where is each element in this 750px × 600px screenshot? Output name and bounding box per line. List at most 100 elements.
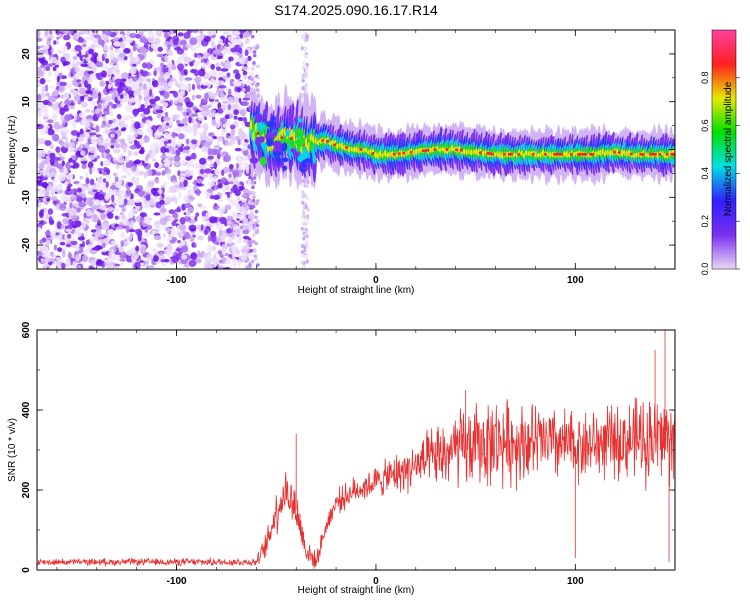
spectrogram-noise-cell — [81, 163, 87, 170]
spectrogram-noise-cell — [43, 176, 48, 181]
spectrogram-noise-cell — [218, 85, 227, 89]
spectrogram-noise-cell — [102, 45, 111, 52]
spectrogram-noise-cell — [44, 84, 49, 92]
spectrogram-noise-cell — [90, 100, 96, 106]
spectrogram-noise-cell — [165, 168, 172, 175]
spectrogram-noise-cell — [180, 240, 186, 247]
spectrogram-noise-cell — [40, 260, 46, 264]
spectrogram-noise-cell — [147, 37, 156, 44]
spectrogram-noise-cell — [226, 30, 231, 37]
spectrogram-noise-cell — [66, 185, 71, 192]
spectrogram-noise-cell — [145, 217, 149, 222]
spectrogram-noise-cell — [254, 201, 259, 206]
spectrogram-noise-cell — [39, 239, 44, 245]
spectrogram-noise-cell — [120, 94, 124, 99]
spectrogram-noise-cell — [109, 185, 117, 191]
spectrogram-noise-cell — [198, 224, 202, 232]
spectrogram-noise-cell — [38, 188, 47, 196]
spectrogram-noise-cell — [300, 226, 304, 231]
spectrogram-noise-cell — [51, 113, 59, 121]
spectrogram-noise-cell — [144, 135, 150, 143]
spectrogram-noise-cell — [173, 30, 177, 34]
spectrogram-noise-cell — [137, 130, 145, 136]
spectrogram-noise-cell — [125, 104, 134, 113]
spectrogram-noise-cell — [130, 119, 136, 124]
spectrogram-noise-cell — [121, 207, 127, 212]
spectrogram-noise-cell — [228, 164, 234, 170]
spectrogram-noise-cell — [77, 182, 84, 189]
spectrogram-noise-cell — [191, 113, 199, 117]
spectrogram-noise-cell — [146, 153, 150, 160]
spectrogram-noise-cell — [244, 49, 249, 57]
spectrogram-noise-cell — [71, 154, 77, 161]
spectrogram-noise-cell — [242, 147, 247, 151]
spectrogram-noise-cell — [132, 63, 136, 67]
spectrogram-noise-cell — [163, 105, 167, 112]
spectrogram-noise-cell — [162, 233, 166, 238]
spectrogram-noise-cell — [150, 187, 157, 195]
spectrogram-noise-cell — [201, 216, 208, 221]
spectrogram-noise-cell — [301, 190, 305, 195]
spectrogram-noise-cell — [234, 30, 240, 37]
spectrogram-noise-cell — [38, 137, 47, 145]
spectrogram-noise-cell — [197, 116, 206, 121]
spectrogram-noise-cell — [121, 72, 129, 80]
spectrogram-noise-cell — [245, 79, 252, 88]
spectrogram-noise-cell — [59, 208, 66, 212]
spectrogram-noise-cell — [229, 78, 235, 87]
spectrogram-noise-cell — [37, 82, 42, 87]
snr-ylabel: SNR (10 * v/v) — [7, 418, 18, 482]
spectrogram-noise-cell — [252, 176, 257, 180]
spectrogram-noise-cell — [45, 155, 50, 162]
spectrogram-noise-cell — [199, 30, 204, 34]
spectrogram-noise-cell — [101, 171, 107, 176]
spectrogram-noise-cell — [242, 66, 250, 71]
spectrogram-noise-cell — [305, 35, 309, 40]
spectrogram-noise-cell — [51, 154, 55, 162]
spectrogram-noise-cell — [221, 256, 226, 264]
spectrogram-noise-cell — [83, 58, 87, 65]
spectrogram-noise-cell — [94, 192, 99, 200]
spectrogram-noise-cell — [163, 196, 167, 200]
spectrogram-noise-cell — [103, 107, 111, 115]
spectrogram-noise-cell — [121, 184, 126, 188]
spectrogram-noise-cell — [119, 138, 126, 145]
spectrogram-noise-cell — [193, 179, 197, 186]
spectrogram-noise-cell — [159, 199, 165, 205]
spectrogram-noise-cell — [169, 185, 177, 193]
spectrogram-noise-cell — [193, 69, 200, 77]
spectrogram-noise-cell — [221, 185, 227, 192]
spectrogram-noise-cell — [214, 145, 220, 149]
spectrogram-noise-cell — [75, 254, 80, 262]
spectrogram-ridge-cell — [288, 115, 294, 124]
spectrogram-noise-cell — [55, 30, 60, 35]
spectrogram-noise-cell — [37, 190, 41, 194]
spectrogram-noise-cell — [256, 64, 260, 69]
spectrogram-noise-cell — [64, 114, 71, 122]
spectrogram-noise-cell — [239, 216, 246, 219]
spectrogram-noise-cell — [180, 170, 186, 175]
spectrogram-noise-cell — [116, 196, 122, 205]
spectrogram-noise-cell — [41, 86, 46, 93]
spectrogram-noise-cell — [113, 207, 120, 212]
spectrogram-noise-cell — [39, 211, 44, 218]
spectrogram-noise-cell — [233, 91, 241, 99]
spectrogram-noise-cell — [190, 45, 197, 52]
spectrogram-noise-cell — [127, 212, 134, 218]
spectrogram-noise-cell — [78, 112, 87, 119]
spectrogram-noise-cell — [156, 109, 164, 114]
spectrogram-noise-cell — [96, 56, 101, 62]
spectrogram-noise-cell — [113, 72, 121, 77]
spectrogram-noise-cell — [237, 117, 243, 121]
spectrogram-noise-cell — [102, 222, 110, 230]
spectrogram-noise-cell — [115, 265, 120, 269]
spectrogram-noise-cell — [114, 215, 119, 220]
spectrogram-noise-cell — [210, 234, 217, 242]
spectrogram-noise-cell — [85, 208, 92, 217]
spectrogram-noise-cell — [104, 123, 112, 128]
spectrogram-noise-cell — [67, 251, 72, 259]
spectrogram-noise-cell — [105, 58, 110, 64]
spectrogram-noise-cell — [306, 216, 309, 221]
spectrogram-noise-cell — [153, 70, 157, 76]
spectrogram-noise-cell — [143, 107, 151, 115]
